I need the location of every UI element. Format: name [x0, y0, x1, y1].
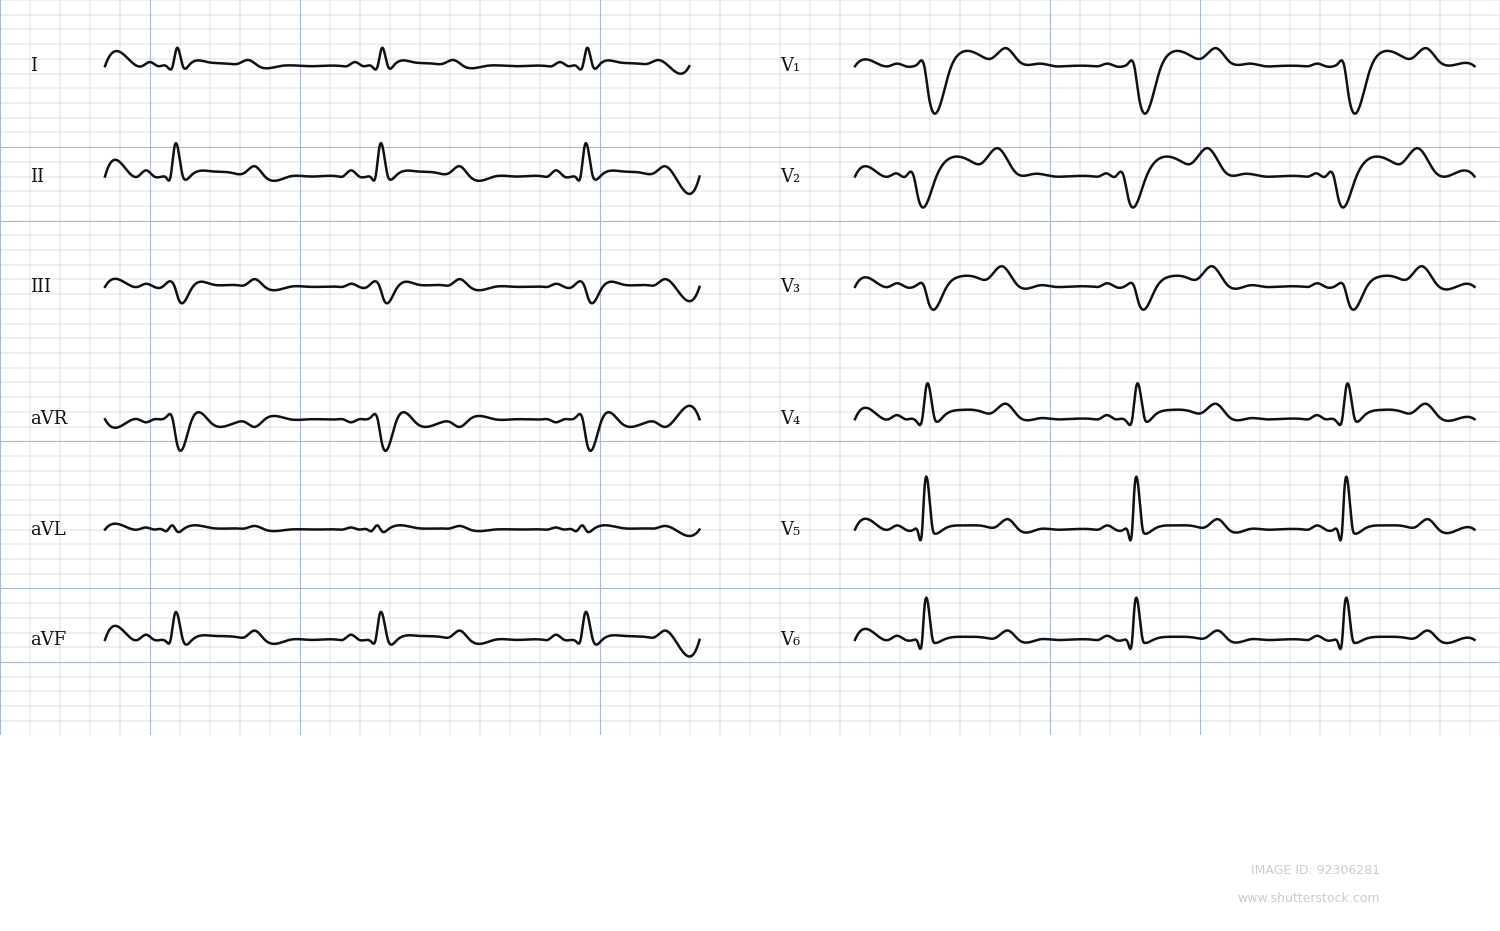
Text: www.shutterstock.com: www.shutterstock.com — [1238, 892, 1380, 905]
Text: V₁: V₁ — [780, 57, 800, 75]
Text: I: I — [30, 57, 38, 75]
Text: acute transmural myocardial infarction of the left ventricle: acute transmural myocardial infarction o… — [242, 772, 1258, 802]
Text: IMAGE ID: 92306281: IMAGE ID: 92306281 — [1251, 864, 1380, 877]
Text: V₂: V₂ — [780, 168, 801, 185]
Text: V₃: V₃ — [780, 277, 800, 296]
Text: shutterstock®: shutterstock® — [75, 872, 279, 897]
Text: aVR: aVR — [30, 411, 68, 428]
Text: II: II — [30, 168, 44, 185]
Text: V₆: V₆ — [780, 631, 800, 649]
Text: aVF: aVF — [30, 631, 66, 649]
Text: V₅: V₅ — [780, 520, 801, 538]
Text: V₄: V₄ — [780, 411, 801, 428]
Text: III: III — [30, 277, 51, 296]
Text: aVL: aVL — [30, 520, 66, 538]
